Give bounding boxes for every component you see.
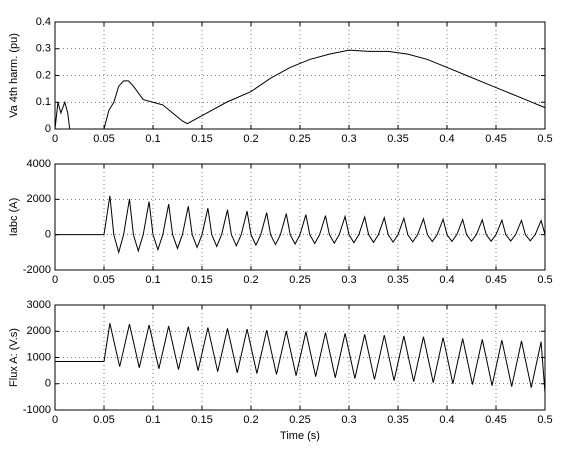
y-tick-label: -2000: [23, 264, 51, 276]
y-tick-label: -1000: [23, 404, 51, 416]
x-tick-label: 0.3: [341, 414, 356, 426]
x-tick-label: 0.35: [387, 414, 408, 426]
y-tick-label: 4000: [27, 158, 51, 170]
y-tick-label: 0: [45, 229, 51, 241]
x-tick-label: 0.45: [485, 133, 506, 145]
x-tick-label: 0.25: [289, 133, 310, 145]
x-tick-label: 0.5: [537, 414, 552, 426]
x-tick-label: 0.3: [341, 133, 356, 145]
data-line: [55, 195, 546, 255]
y-axis-label: Va 4th harm. (pu): [8, 33, 20, 118]
x-tick-label: 0.5: [537, 133, 552, 145]
x-tick-label: 0.2: [243, 414, 258, 426]
x-tick-label: 0: [52, 414, 58, 426]
x-tick-label: 0.2: [243, 133, 258, 145]
y-axis-label: Iabc (A): [8, 198, 20, 237]
x-tick-label: 0.05: [93, 414, 114, 426]
x-tick-label: 0.1: [145, 414, 160, 426]
y-tick-label: 0.3: [36, 43, 51, 55]
x-tick-label: 0: [52, 274, 58, 286]
axes-frame: [54, 163, 546, 271]
x-tick-label: 0.45: [485, 414, 506, 426]
y-tick-label: 3000: [27, 299, 51, 311]
x-tick-label: 0.4: [439, 274, 454, 286]
axes-frame: [54, 21, 546, 130]
x-tick-label: 0.4: [439, 133, 454, 145]
x-tick-label: 0.25: [289, 414, 310, 426]
x-tick-label: 0.25: [289, 274, 310, 286]
x-tick-label: 0.2: [243, 274, 258, 286]
y-tick-label: 0: [45, 123, 51, 135]
y-tick-label: 2000: [27, 193, 51, 205]
x-tick-label: 0.4: [439, 414, 454, 426]
axes-frame: [54, 304, 546, 411]
x-tick-label: 0.05: [93, 133, 114, 145]
x-tick-label: 0.1: [145, 133, 160, 145]
x-tick-label: 0.15: [191, 133, 212, 145]
y-tick-label: 0.4: [36, 16, 51, 28]
y-axis-label: Flux A: (V.s): [8, 328, 20, 387]
x-tick-label: 0.3: [341, 274, 356, 286]
x-tick-label: 0.1: [145, 274, 160, 286]
y-tick-label: 0.2: [36, 69, 51, 81]
x-tick-label: 0.15: [191, 274, 212, 286]
y-tick-label: 0.1: [36, 96, 51, 108]
x-tick-label: 0.05: [93, 274, 114, 286]
x-tick-label: 0.5: [537, 274, 552, 286]
x-tick-label: 0.15: [191, 414, 212, 426]
y-tick-label: 1000: [27, 351, 51, 363]
x-tick-label: 0.35: [387, 274, 408, 286]
y-tick-label: 0: [45, 378, 51, 390]
x-axis-label: Time (s): [280, 430, 320, 442]
data-line: [54, 49, 546, 130]
x-tick-label: 0.35: [387, 133, 408, 145]
data-line: [55, 323, 546, 393]
y-tick-label: 2000: [27, 325, 51, 337]
x-tick-label: 0.45: [485, 274, 506, 286]
x-tick-label: 0: [52, 133, 58, 145]
